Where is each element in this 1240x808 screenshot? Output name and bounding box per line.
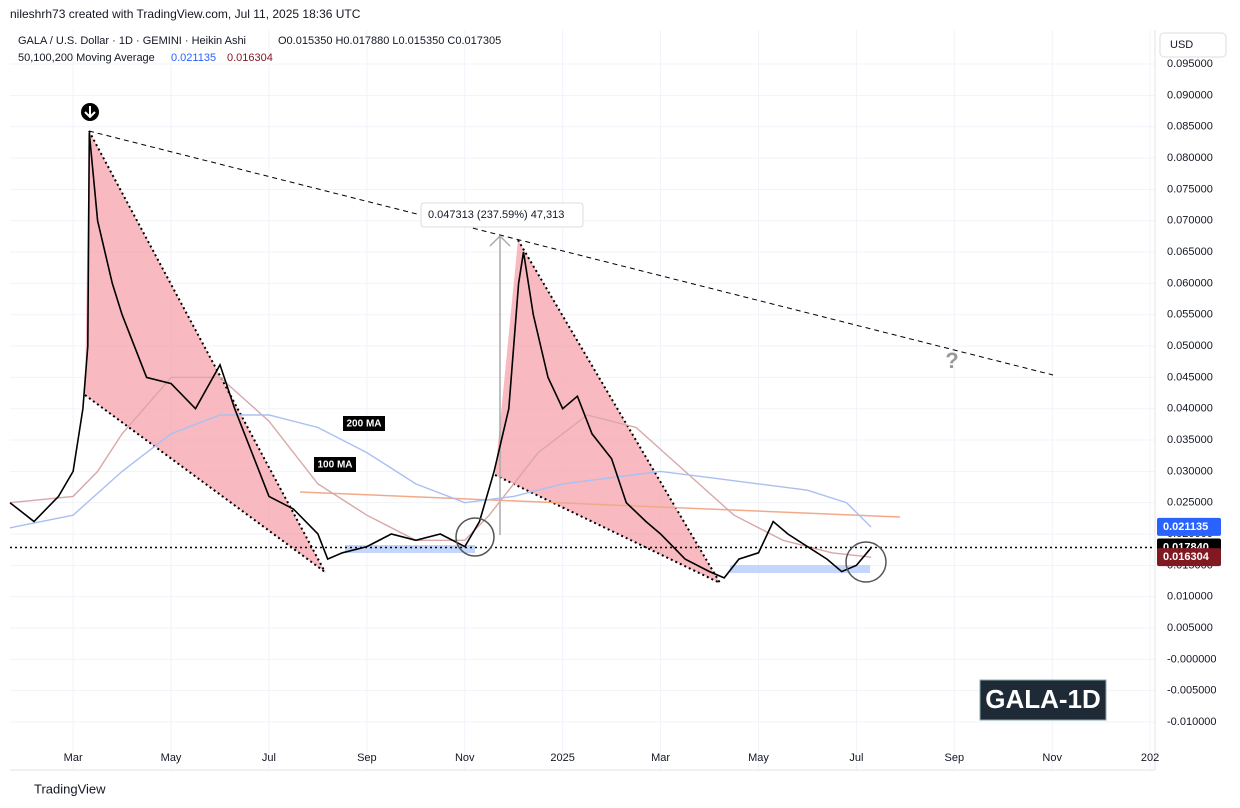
y-tick-label: 0.030000 bbox=[1167, 465, 1213, 477]
currency-label: USD bbox=[1170, 39, 1193, 51]
x-tick-label: Nov bbox=[455, 752, 475, 764]
y-tick-label: 0.005000 bbox=[1167, 622, 1213, 634]
footer-brand: TradingView bbox=[34, 781, 106, 796]
y-tick-label: -0.000000 bbox=[1167, 653, 1217, 665]
y-tick-label: 0.035000 bbox=[1167, 434, 1213, 446]
ma-tag-label: 100 MA bbox=[317, 460, 352, 471]
measure-arrow-head bbox=[489, 234, 511, 247]
y-tick-label: 0.090000 bbox=[1167, 89, 1213, 101]
x-tick-label: Nov bbox=[1042, 752, 1062, 764]
x-tick-label: Jul bbox=[849, 752, 863, 764]
y-tick-label: 0.055000 bbox=[1167, 309, 1213, 321]
wedge bbox=[495, 240, 720, 583]
question-mark: ? bbox=[945, 348, 958, 373]
y-tick-label: 0.040000 bbox=[1167, 403, 1213, 415]
y-tick-label: 0.060000 bbox=[1167, 277, 1213, 289]
trendline bbox=[88, 130, 326, 573]
series-layer bbox=[9, 132, 1155, 579]
y-tick-label: 0.065000 bbox=[1167, 246, 1213, 258]
x-tick-label: Sep bbox=[357, 752, 377, 764]
y-tick-label: 0.080000 bbox=[1167, 152, 1213, 164]
support-zone bbox=[345, 545, 475, 553]
x-tick-label: 202 bbox=[1141, 752, 1159, 764]
trendline bbox=[517, 239, 721, 584]
trendline bbox=[494, 474, 721, 584]
y-tick-label: 0.085000 bbox=[1167, 121, 1213, 133]
support-line bbox=[299, 491, 901, 518]
price-label-box bbox=[1157, 517, 1221, 536]
currency-button[interactable] bbox=[1159, 32, 1227, 58]
price-label: 0.021135 bbox=[1163, 521, 1208, 533]
author-line: nileshrh73 created with TradingView.com,… bbox=[10, 7, 361, 21]
y-tick-label: -0.005000 bbox=[1167, 685, 1217, 697]
measure-label: 0.047313 (237.59%) 47,313 bbox=[428, 209, 564, 221]
y-tick-label: 0.025000 bbox=[1167, 497, 1213, 509]
series-line bbox=[9, 132, 872, 579]
y-tick-label: 0.070000 bbox=[1167, 215, 1213, 227]
y-tick-label: 0.050000 bbox=[1167, 340, 1213, 352]
marker-arrow bbox=[84, 106, 96, 119]
indicator-value: 0.021135 bbox=[171, 52, 216, 64]
y-tick-label: 0.045000 bbox=[1167, 371, 1213, 383]
ma-tag bbox=[343, 416, 385, 431]
y-tick-label: 0.075000 bbox=[1167, 183, 1213, 195]
wedge bbox=[85, 131, 325, 572]
y-tick-label: -0.010000 bbox=[1167, 716, 1217, 728]
series-line bbox=[9, 376, 872, 558]
price-label: 0.016304 bbox=[1163, 551, 1210, 563]
x-tick-label: Mar bbox=[64, 752, 83, 764]
watermark-box bbox=[979, 679, 1107, 721]
x-tick-label: May bbox=[748, 752, 769, 764]
axis-labels: 0.095000 0.090000 0.085000 0.080000 0.075000… bbox=[64, 58, 1221, 764]
measure-box bbox=[420, 202, 584, 228]
series-line bbox=[9, 414, 872, 529]
ma-tag-label: 200 MA bbox=[346, 419, 381, 430]
x-tick-label: 2025 bbox=[550, 752, 574, 764]
indicator-value: 0.016304 bbox=[227, 52, 273, 64]
x-tick-label: Jul bbox=[262, 752, 276, 764]
x-tick-label: May bbox=[161, 752, 182, 764]
highlight-circle bbox=[845, 541, 887, 583]
ma-tag bbox=[314, 457, 356, 472]
support-zone bbox=[730, 565, 870, 573]
y-tick-label: 0.010000 bbox=[1167, 591, 1213, 603]
resistance-line bbox=[88, 130, 1054, 376]
x-tick-label: Mar bbox=[651, 752, 670, 764]
symbol-title: GALA / U.S. Dollar · 1D · GEMINI · Heiki… bbox=[18, 35, 246, 47]
ohlc: O0.015350 H0.017880 L0.015350 C0.017305 bbox=[278, 35, 501, 47]
price-label-box bbox=[1157, 548, 1221, 567]
highlight-circle bbox=[455, 517, 495, 557]
indicator-name: 50,100,200 Moving Average bbox=[18, 52, 155, 64]
watermark: GALA-1D bbox=[985, 684, 1101, 714]
y-tick-label: 0.095000 bbox=[1167, 58, 1213, 70]
x-tick-label: Sep bbox=[945, 752, 965, 764]
